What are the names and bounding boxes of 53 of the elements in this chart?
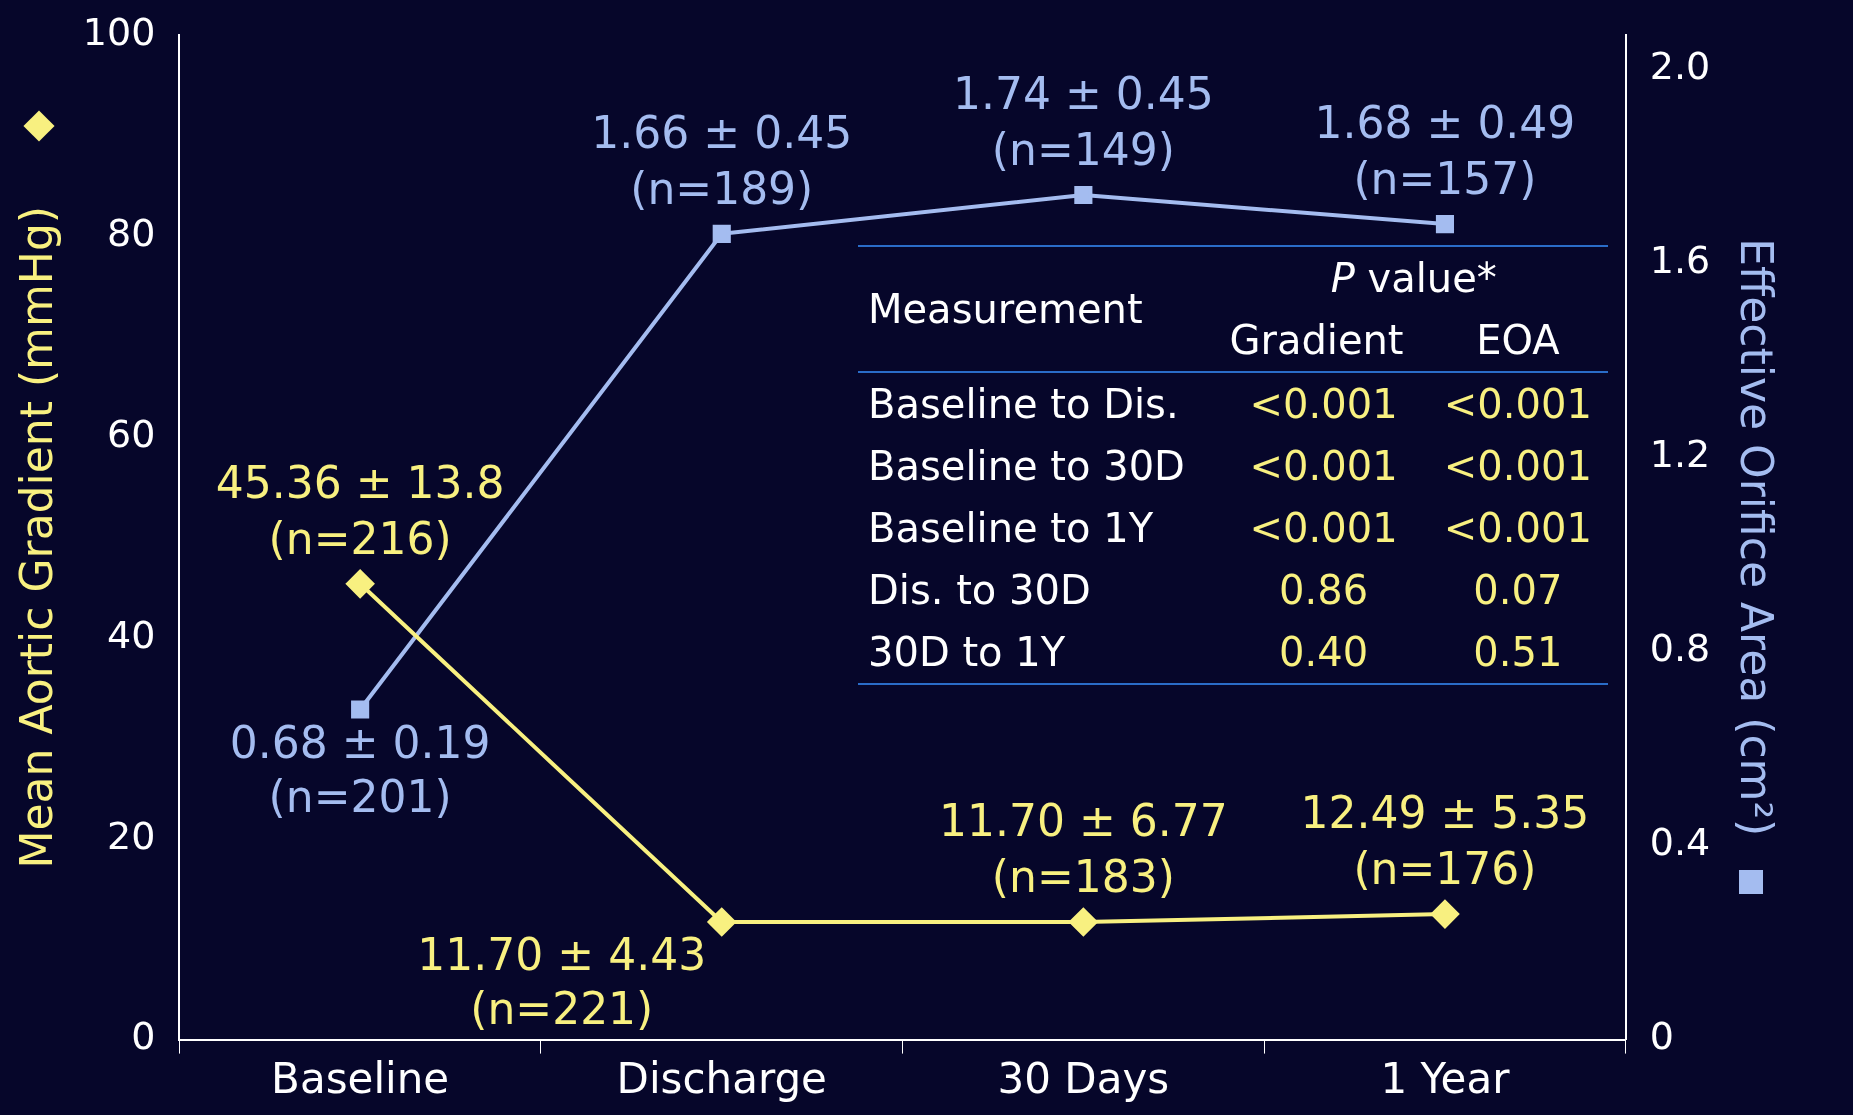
y-tick-label: 100 bbox=[82, 9, 156, 54]
data-label: 1.66 ± 0.45 (n=189) bbox=[591, 106, 853, 214]
annotation: Baseline to Dis. bbox=[867, 380, 1180, 429]
y2-tick-label: 2.0 bbox=[1649, 43, 1711, 88]
y-axis-title: Mean Aortic Gradient (mmHg) bbox=[10, 205, 62, 869]
annotation: 0.51 bbox=[1472, 628, 1564, 677]
annotation: 0.07 bbox=[1472, 566, 1564, 615]
data-label: 45.36 ± 13.8 (n=216) bbox=[215, 456, 505, 564]
x-tick-label: 30 Days bbox=[997, 1053, 1170, 1103]
annotation: P value* bbox=[1329, 254, 1498, 303]
annotation: 0.40 bbox=[1278, 628, 1370, 677]
annotation: <0.001 bbox=[1248, 504, 1399, 553]
y2-axis-title: Effective Orifice Area (cm²) bbox=[1731, 238, 1783, 837]
point bbox=[1435, 215, 1455, 234]
annotation: Gradient bbox=[1228, 316, 1405, 365]
annotation: <0.001 bbox=[1248, 380, 1399, 429]
annotation: 0.86 bbox=[1278, 566, 1370, 615]
annotation: EOA bbox=[1475, 316, 1561, 365]
y2-tick-label: 1.2 bbox=[1649, 431, 1711, 476]
y-tick-label: 80 bbox=[106, 210, 156, 255]
point bbox=[346, 569, 375, 598]
data-label: 11.70 ± 6.77 (n=183) bbox=[938, 795, 1228, 903]
data-label: 1.68 ± 0.49 (n=157) bbox=[1314, 97, 1576, 205]
annotation: Measurement bbox=[867, 285, 1144, 334]
annotation: Dis. to 30D bbox=[867, 566, 1092, 615]
annotation: Baseline to 30D bbox=[867, 442, 1186, 491]
point bbox=[1069, 908, 1098, 937]
data-label: 12.49 ± 5.35 (n=176) bbox=[1300, 787, 1590, 895]
y2-tick-label: 0 bbox=[1649, 1014, 1674, 1059]
annotation: <0.001 bbox=[1442, 442, 1593, 491]
data-label: 1.74 ± 0.45 (n=149) bbox=[952, 67, 1214, 175]
point bbox=[1430, 900, 1459, 929]
y-tick-label: 60 bbox=[106, 411, 156, 456]
point bbox=[1074, 185, 1093, 205]
x-tick-label: Discharge bbox=[616, 1053, 827, 1103]
annotation: <0.001 bbox=[1442, 380, 1593, 429]
y2-tick-label: 1.6 bbox=[1649, 237, 1711, 282]
point bbox=[712, 224, 731, 243]
annotation: Baseline to 1Y bbox=[867, 504, 1155, 553]
y-tick-label: 20 bbox=[106, 813, 156, 858]
data-label: 0.68 ± 0.19 (n=201) bbox=[229, 716, 491, 822]
y2-tick-label: 0.4 bbox=[1649, 820, 1711, 865]
annotation: <0.001 bbox=[1248, 442, 1399, 491]
x-tick-label: 1 Year bbox=[1380, 1053, 1511, 1103]
point bbox=[351, 700, 370, 719]
y-tick-label: 0 bbox=[131, 1014, 156, 1059]
point bbox=[707, 908, 736, 937]
annotation: 30D to 1Y bbox=[867, 628, 1067, 677]
x-tick-label: Baseline bbox=[271, 1053, 450, 1103]
data-label: 11.70 ± 4.43 (n=221) bbox=[417, 929, 707, 1035]
annotation: <0.001 bbox=[1442, 504, 1593, 553]
y2-tick-label: 0.8 bbox=[1649, 626, 1711, 671]
y-tick-label: 40 bbox=[106, 612, 156, 657]
